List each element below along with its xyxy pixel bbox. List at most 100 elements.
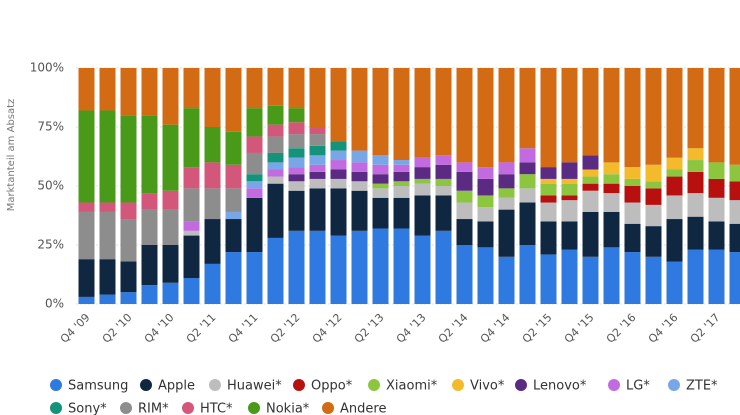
bar-segment <box>246 197 263 253</box>
bar-segment <box>666 68 683 158</box>
bar-segment <box>246 188 263 198</box>
bar-segment <box>519 188 536 203</box>
bar-segment <box>204 162 221 189</box>
bar-segment <box>309 230 326 304</box>
legend-marker <box>293 379 305 391</box>
bar-segment <box>708 249 725 304</box>
bar-segment <box>141 245 158 286</box>
bar-segment <box>540 254 557 304</box>
bar-segment <box>246 181 263 189</box>
bar-segment <box>708 221 725 250</box>
legend-marker <box>50 379 62 391</box>
bar-segment <box>162 124 179 191</box>
bar-segment <box>267 105 284 125</box>
bar-segment <box>372 155 389 165</box>
bar-segment <box>540 202 557 222</box>
legend-label: Huawei* <box>227 379 282 394</box>
bar-segment <box>372 164 389 175</box>
bar-segment <box>540 178 557 184</box>
bar-segment <box>477 178 494 196</box>
bar-segment <box>666 261 683 304</box>
bar-segment <box>456 190 473 203</box>
bar-segment <box>687 171 704 194</box>
bar-segment <box>351 171 368 182</box>
bar-segment <box>435 164 452 179</box>
bar-segment <box>309 164 326 172</box>
bar-segment <box>162 209 179 245</box>
legend-marker <box>50 402 62 414</box>
bar-segment <box>540 68 557 168</box>
bar-segment <box>603 211 620 248</box>
bar-segment <box>372 183 389 189</box>
bar-segment <box>330 150 347 161</box>
legend-marker <box>182 402 194 414</box>
bar-segment <box>183 108 200 168</box>
bar-segment <box>561 162 578 179</box>
bar-segment <box>540 167 557 179</box>
bar-segment <box>225 164 242 189</box>
x-tick-label: Q4 '09 <box>58 311 93 346</box>
bar-segment <box>183 230 200 236</box>
bar-segment <box>603 162 620 175</box>
bar-segment <box>519 68 536 149</box>
bar-segment <box>582 176 599 184</box>
bar-segment <box>267 152 284 163</box>
legend-marker <box>668 379 680 391</box>
bar-segment <box>183 68 200 109</box>
bar-segment <box>351 162 368 172</box>
bar-segment <box>309 178 326 189</box>
bar-segment <box>225 211 242 220</box>
bar-segment <box>120 261 137 293</box>
bar-segment <box>225 131 242 165</box>
bar-segment <box>456 245 473 304</box>
bar-segment <box>78 68 95 111</box>
x-tick-label: Q2 '17 <box>688 311 723 346</box>
bar-segment <box>519 174 536 189</box>
legend-label: Apple <box>158 379 195 394</box>
bar-segment <box>435 195 452 231</box>
bar-segment <box>225 252 242 304</box>
legend-marker <box>209 379 221 391</box>
bar-segment <box>708 197 725 222</box>
bar-segment <box>624 68 641 168</box>
legend-label: HTC* <box>200 402 233 415</box>
bar-segment <box>120 68 137 116</box>
bar-segment <box>687 148 704 161</box>
bar-segment <box>666 157 683 170</box>
bar-segment <box>645 204 662 227</box>
bar-segment <box>645 226 662 257</box>
legend-label: Vivo* <box>470 379 505 394</box>
bar-segment <box>78 110 95 203</box>
bar-segment <box>393 164 410 172</box>
bar-segment <box>624 167 641 179</box>
bar-segment <box>456 202 473 220</box>
bar-segment <box>603 174 620 184</box>
bar-segment <box>645 68 662 165</box>
y-tick-label: 100% <box>30 61 64 75</box>
bar-segment <box>78 296 95 304</box>
legend-marker <box>515 379 527 391</box>
bar-segment <box>540 195 557 203</box>
y-tick-label: 75% <box>37 120 64 134</box>
bar-segment <box>288 68 305 109</box>
bar-segment <box>687 68 704 149</box>
x-tick-label: Q2 '10 <box>100 311 135 346</box>
bar-segment <box>435 68 452 156</box>
bar-segment <box>414 68 431 158</box>
bar-segment <box>645 256 662 304</box>
bar-segment <box>183 188 200 222</box>
bar-segment <box>246 108 263 137</box>
bar-segment <box>183 221 200 231</box>
bar-segment <box>729 223 740 253</box>
legend-label: Sony* <box>68 402 107 415</box>
bar-segment <box>645 181 662 189</box>
bar-segment <box>561 200 578 222</box>
bar-segment <box>162 282 179 304</box>
bar-segment <box>309 127 326 135</box>
bar-segment <box>498 188 515 198</box>
bar-segment <box>582 256 599 304</box>
bar-segment <box>162 245 179 283</box>
legend-marker <box>248 402 260 414</box>
bar-segment <box>330 188 347 236</box>
bar-segment <box>393 68 410 161</box>
